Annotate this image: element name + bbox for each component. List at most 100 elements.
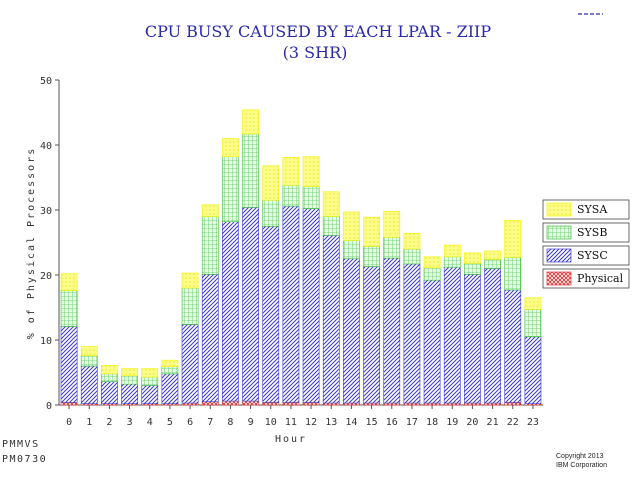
footer-copyright-line2: IBM Corporation	[556, 462, 607, 469]
legend-swatch-sysc	[546, 248, 572, 263]
x-tick-label: 21	[487, 417, 499, 428]
bar-segment-sysa-hour-23	[524, 297, 542, 310]
chart-title: CPU BUSY CAUSED BY EACH LPAR - ZIIP	[145, 22, 491, 41]
bar-segment-sysc-hour-2	[101, 381, 118, 405]
bar-segment-sysb-hour-1	[80, 355, 98, 367]
legend-swatch-sysa	[546, 202, 572, 217]
bar-segment-sysc-hour-0	[60, 326, 78, 403]
bar-segment-sysc-hour-7	[201, 274, 219, 403]
bar-segment-sysb-hour-11	[282, 185, 300, 207]
bar-segment-sysb-hour-3	[121, 375, 138, 385]
bar-segment-sysc-hour-18	[423, 279, 441, 404]
x-tick-label: 11	[285, 417, 297, 428]
legend-label-sysb: SYSB	[577, 226, 607, 239]
bar-segment-sysa-hour-1	[80, 346, 98, 356]
bar-segment-sysa-hour-10	[262, 165, 280, 201]
y-tick-label: 20	[40, 271, 52, 282]
bar-segment-sysa-hour-13	[322, 191, 340, 217]
bar-segment-sysc-hour-11	[282, 205, 300, 403]
bars	[60, 109, 542, 406]
bar-segment-physical-hour-10	[262, 402, 280, 406]
bar-segment-sysc-hour-20	[464, 274, 481, 404]
bar-segment-sysc-hour-15	[363, 266, 380, 404]
bar-segment-sysa-hour-17	[403, 233, 421, 250]
legend-swatch-physical	[546, 271, 572, 286]
x-tick-label: 18	[426, 417, 438, 428]
x-tick-label: 7	[207, 417, 213, 428]
bar-segment-sysc-hour-23	[524, 336, 542, 404]
bar-segment-sysc-hour-12	[302, 208, 320, 403]
bar-segment-sysc-hour-1	[80, 365, 98, 405]
bar-segment-sysa-hour-22	[504, 220, 522, 258]
bar-segment-physical-hour-22	[504, 402, 522, 406]
x-tick-label: 6	[187, 417, 193, 428]
bar-segment-sysa-hour-12	[302, 156, 320, 187]
bar-segment-sysb-hour-6	[181, 287, 199, 325]
bar-segment-sysb-hour-14	[343, 240, 360, 260]
bar-segment-sysb-hour-2	[101, 373, 118, 382]
bar-segment-sysb-hour-19	[443, 256, 461, 268]
bar-segment-sysa-hour-8	[222, 138, 239, 158]
y-tick-label: 40	[40, 141, 52, 152]
chart-subtitle: (3 SHR)	[283, 43, 348, 62]
bar-segment-sysc-hour-8	[222, 221, 239, 402]
x-tick-label: 22	[507, 417, 519, 428]
x-tick-label: 5	[167, 417, 173, 428]
x-tick-label: 3	[127, 417, 133, 428]
bar-segment-sysc-hour-17	[403, 263, 421, 404]
bar-segment-sysc-hour-4	[141, 385, 159, 405]
bar-segment-sysb-hour-12	[302, 186, 320, 210]
bar-segment-sysa-hour-20	[464, 252, 481, 264]
x-tick-label: 2	[106, 417, 112, 428]
bar-segment-sysb-hour-7	[201, 216, 219, 275]
bar-segment-sysa-hour-5	[161, 359, 179, 367]
bar-segment-sysa-hour-6	[181, 272, 199, 289]
bar-segment-sysa-hour-3	[121, 368, 138, 377]
bar-segment-sysa-hour-4	[141, 368, 159, 378]
x-tick-label: 23	[527, 417, 539, 428]
bar-segment-sysb-hour-18	[423, 267, 441, 281]
x-tick-label: 10	[265, 417, 277, 428]
bar-segment-sysa-hour-0	[60, 273, 78, 291]
footer-left-line1: PMMVS	[2, 439, 40, 450]
y-tick-label: 10	[40, 336, 52, 347]
bar-segment-sysb-hour-13	[322, 216, 340, 236]
footer-copyright-line1: Copyright 2013	[556, 453, 604, 460]
bar-segment-sysc-hour-14	[343, 258, 360, 404]
x-tick-label: 16	[386, 417, 398, 428]
bar-segment-sysc-hour-16	[383, 257, 401, 404]
x-tick-label: 19	[446, 417, 458, 428]
x-tick-label: 9	[248, 417, 254, 428]
bar-segment-sysc-hour-19	[443, 266, 461, 404]
bar-segment-sysb-hour-10	[262, 199, 280, 227]
bar-segment-sysb-hour-21	[484, 259, 501, 269]
legend: SYSA SYSB SYSC Physical	[542, 199, 630, 289]
legend-label-sysa: SYSA	[577, 203, 608, 216]
bar-segment-sysa-hour-19	[443, 244, 461, 258]
bar-segment-sysb-hour-17	[403, 248, 421, 265]
x-axis-label: Hour	[275, 434, 307, 445]
bar-segment-sysc-hour-13	[322, 235, 340, 404]
bar-segment-sysc-hour-21	[484, 268, 501, 404]
legend-label-physical: Physical	[577, 272, 624, 285]
bar-segment-sysa-hour-7	[201, 204, 219, 217]
bar-segment-sysc-hour-10	[262, 225, 280, 403]
x-tick-label: 12	[305, 417, 317, 428]
bar-segment-sysa-hour-14	[343, 211, 360, 241]
x-tick-label: 15	[366, 417, 378, 428]
bar-segment-sysb-hour-20	[464, 262, 481, 275]
y-axis-label: % of Physical Processors	[26, 147, 37, 340]
bar-segment-sysa-hour-18	[423, 256, 441, 269]
bar-segment-physical-hour-11	[282, 402, 300, 406]
bar-segment-physical-hour-0	[60, 402, 78, 406]
bar-segment-sysa-hour-15	[363, 216, 380, 247]
bar-segment-sysb-hour-15	[363, 246, 380, 267]
legend-label-sysc: SYSC	[577, 249, 608, 262]
bar-segment-sysc-hour-5	[161, 373, 179, 404]
bar-segment-physical-hour-9	[242, 400, 259, 406]
bar-segment-sysc-hour-3	[121, 383, 138, 405]
y-tick-label: 0	[46, 401, 52, 412]
y-tick-label: 30	[40, 206, 52, 217]
